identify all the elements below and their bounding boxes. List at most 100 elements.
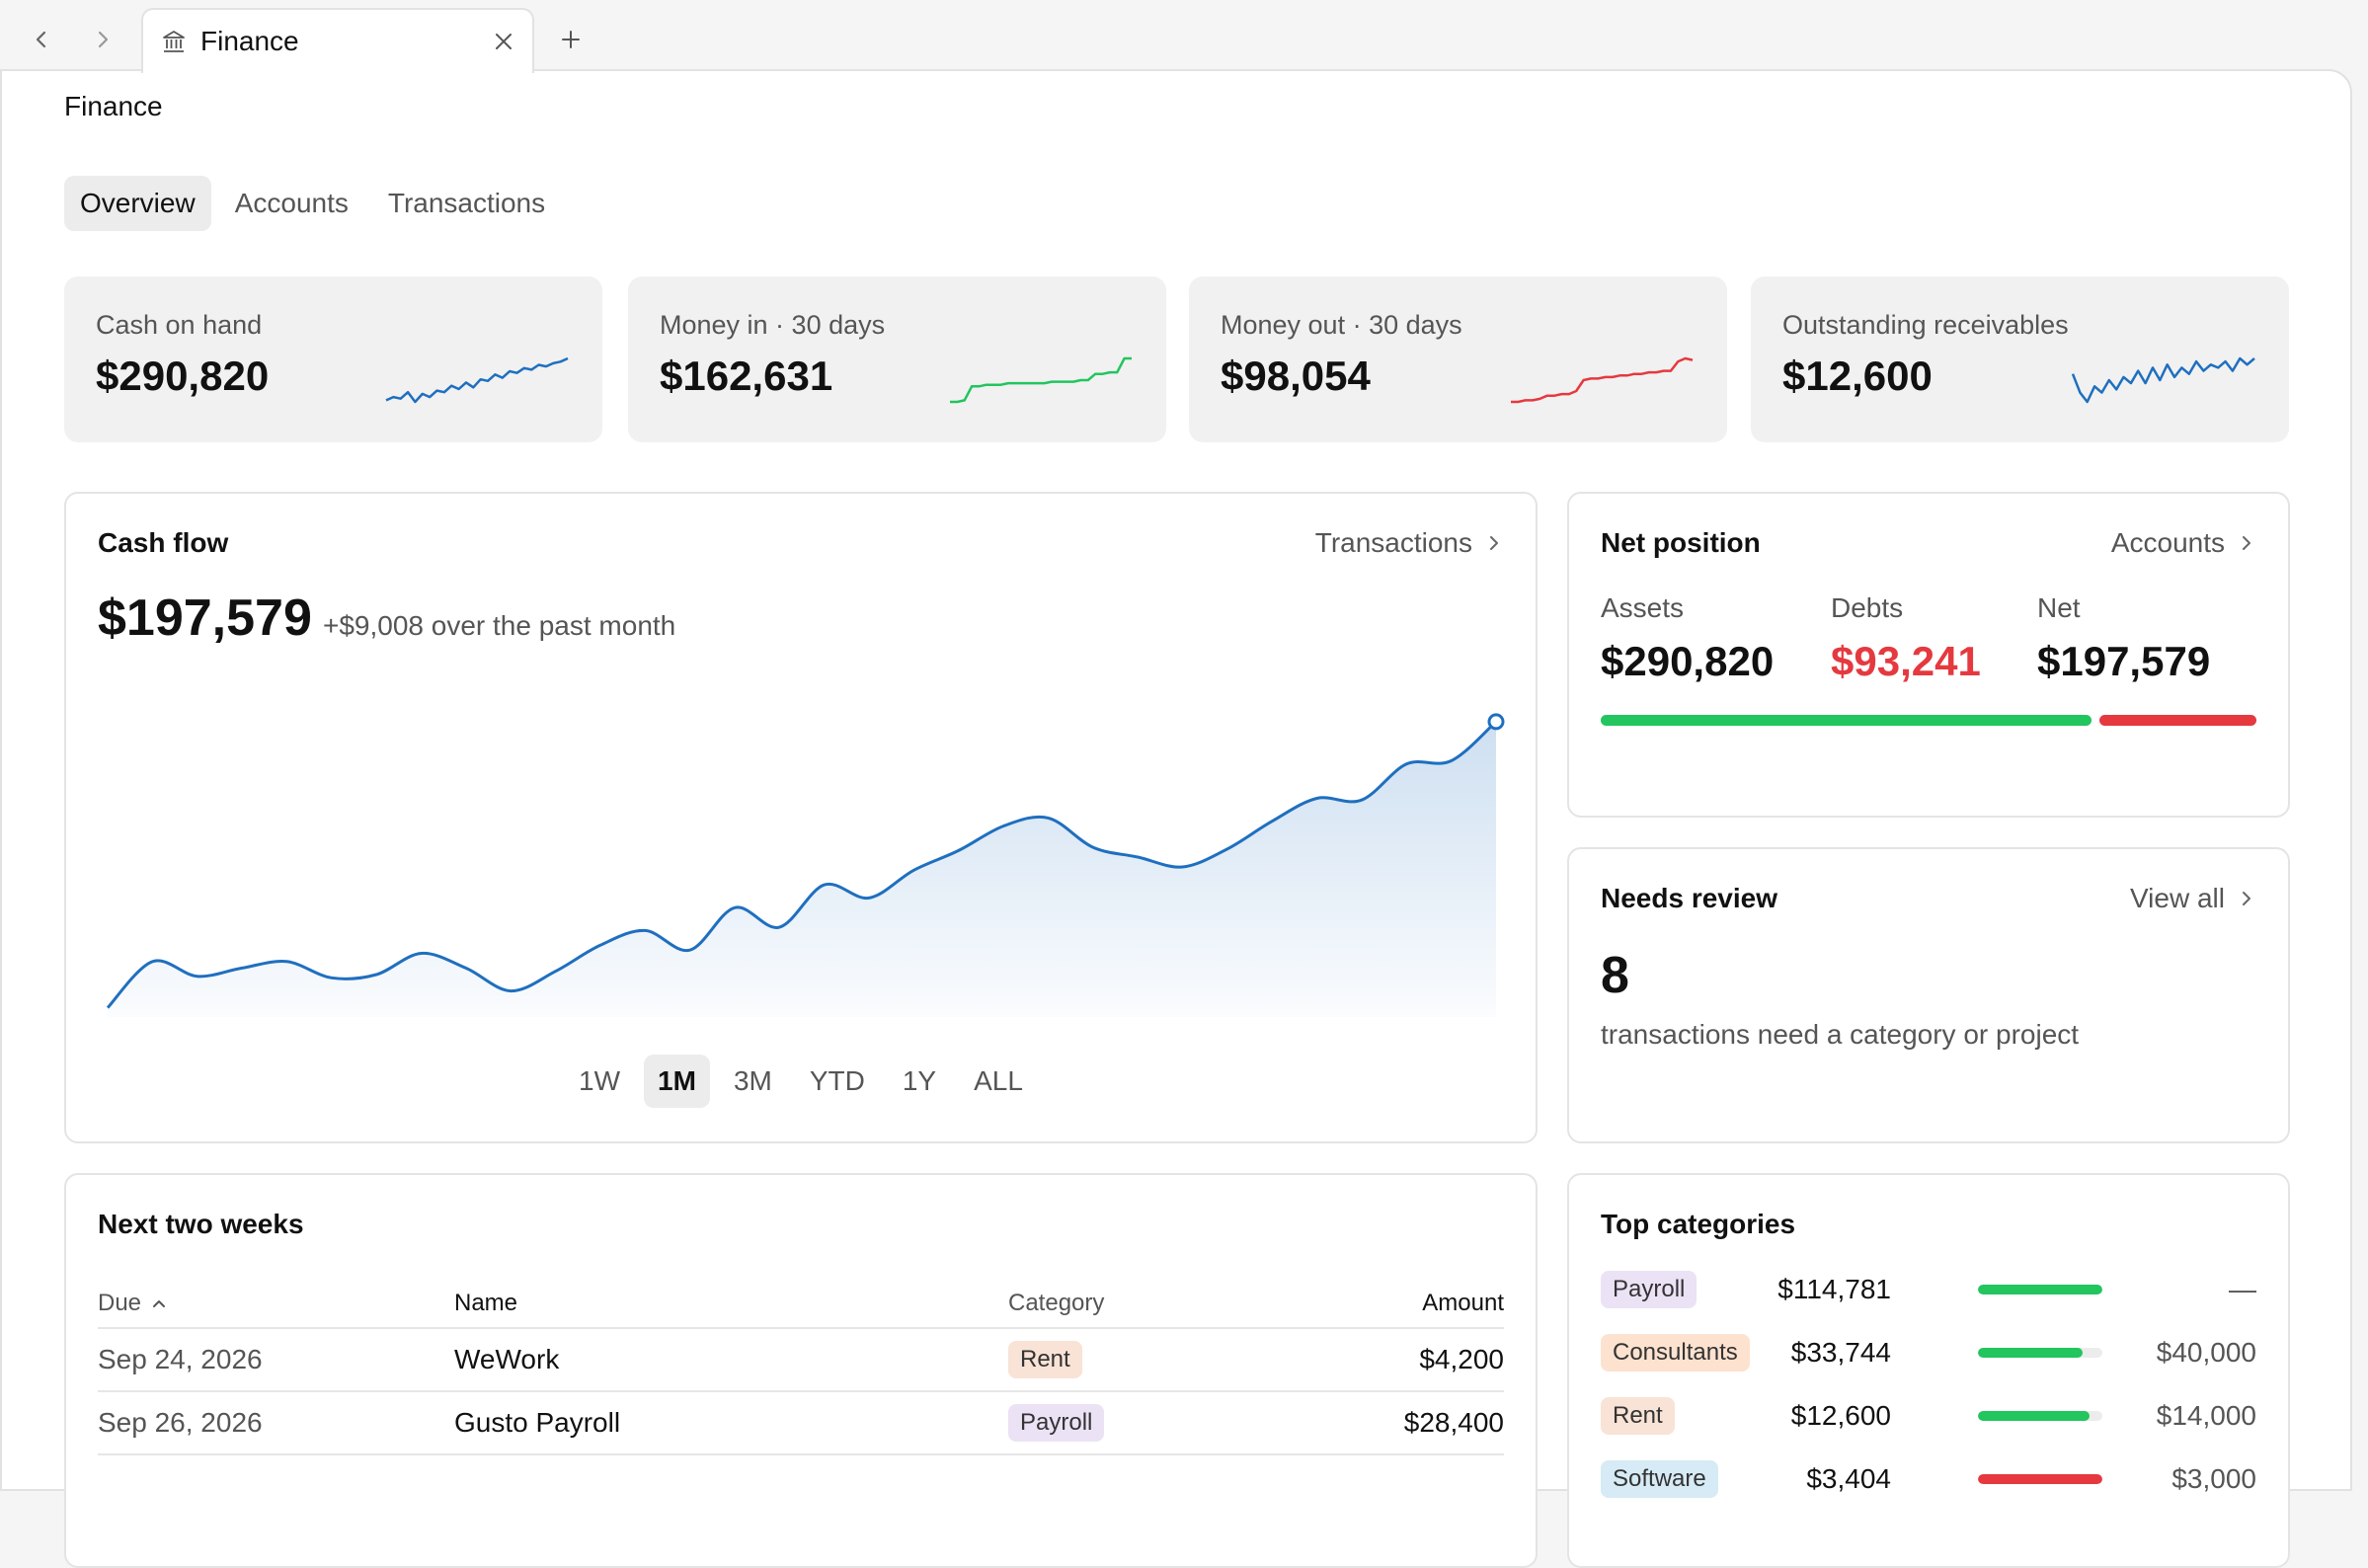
main-panel: Finance Overview Accounts Transactions C… — [0, 69, 2352, 1568]
category-budget: $3,000 — [2171, 1463, 2256, 1494]
tab-accounts[interactable]: Accounts — [234, 188, 349, 218]
top-categories-card: Top categories Payroll $114,781 — Consul… — [1567, 1173, 2290, 1568]
category-progress — [1978, 1285, 2102, 1294]
range-selector: 1W 1M 3M YTD 1Y ALL — [66, 1055, 1536, 1108]
row-due: Sep 24, 2026 — [98, 1344, 263, 1374]
kpi-card-money-in[interactable]: Money in · 30 days $162,631 — [628, 276, 1166, 442]
link-label: View all — [2130, 883, 2225, 913]
review-text: transactions need a category or project — [1601, 1019, 2080, 1050]
card-title: Needs review — [1601, 883, 1777, 913]
column-label: Due — [98, 1290, 142, 1316]
row-due: Sep 26, 2026 — [98, 1407, 263, 1438]
kpi-label: Outstanding receivables — [1782, 310, 2069, 340]
debts-bar — [2098, 715, 2256, 726]
card-title: Next two weeks — [98, 1209, 304, 1239]
kpi-card-cash-on-hand[interactable]: Cash on hand $290,820 — [64, 276, 602, 442]
bank-icon — [163, 31, 185, 52]
kpi-value: $98,054 — [1221, 353, 1371, 399]
column-amount[interactable]: Amount — [1422, 1290, 1504, 1316]
accounts-link[interactable]: Accounts — [2111, 527, 2254, 559]
column-due[interactable]: Due — [98, 1290, 454, 1317]
row-category: Payroll — [1008, 1404, 1255, 1442]
forward-button[interactable] — [83, 20, 122, 59]
card-title: Cash flow — [98, 527, 229, 558]
category-row[interactable]: Payroll $114,781 — — [1601, 1268, 2256, 1311]
chevron-left-icon — [36, 31, 46, 48]
back-button[interactable] — [22, 20, 61, 59]
category-pill: Rent — [1008, 1341, 1082, 1378]
category-pill: Software — [1601, 1460, 1718, 1498]
category-pill: Consultants — [1601, 1334, 1750, 1372]
category-budget: $40,000 — [2156, 1337, 2256, 1368]
range-3m[interactable]: 3M — [733, 1065, 772, 1096]
column-category[interactable]: Category — [1008, 1290, 1105, 1316]
tab-overview[interactable]: Overview — [64, 176, 211, 231]
cash-flow-last-point[interactable] — [1487, 713, 1505, 731]
sparkline-series — [385, 356, 569, 404]
sparkline — [950, 356, 1132, 404]
assets-summary: Assets $290,820 — [1601, 592, 1774, 685]
range-ytd[interactable]: YTD — [809, 1065, 865, 1096]
category-progress-fill — [1978, 1348, 2083, 1358]
chevron-right-icon — [2243, 892, 2250, 905]
browser-tab-finance[interactable]: Finance — [141, 8, 534, 73]
category-progress-fill — [1978, 1285, 2102, 1294]
net-position-card: Net position Accounts Assets $290,820 De… — [1567, 492, 2290, 818]
debts-value: $93,241 — [1831, 638, 1981, 684]
range-1y[interactable]: 1Y — [902, 1065, 937, 1096]
tab-transactions[interactable]: Transactions — [387, 188, 546, 218]
kpi-label: Cash on hand — [96, 310, 263, 340]
category-row[interactable]: Rent $12,600 $14,000 — [1601, 1394, 2256, 1438]
next-two-weeks-card: Next two weeks Due Name Category Amount … — [64, 1173, 1538, 1568]
view-all-link[interactable]: View all — [2130, 883, 2254, 914]
chevron-right-icon — [2243, 536, 2250, 550]
close-icon[interactable] — [493, 31, 514, 52]
category-row[interactable]: Consultants $33,744 $40,000 — [1601, 1331, 2256, 1374]
link-label: Accounts — [2110, 527, 2225, 558]
page-tabs: Overview Accounts Transactions — [64, 176, 561, 231]
category-row[interactable]: Software $3,404 $3,000 — [1601, 1457, 2256, 1501]
range-1m[interactable]: 1M — [644, 1055, 710, 1108]
link-label: Transactions — [1314, 527, 1472, 558]
kpi-value: $290,820 — [96, 353, 270, 399]
assets-bar — [1601, 715, 2092, 726]
kpi-card-outstanding-receivables[interactable]: Outstanding receivables $12,600 — [1751, 276, 2289, 442]
table-row[interactable]: Sep 26, 2026 Gusto Payroll Payroll $28,4… — [98, 1392, 1504, 1455]
assets-value: $290,820 — [1601, 638, 1775, 684]
sparkline-series — [950, 356, 1132, 404]
page-title: Finance — [64, 91, 163, 121]
upcoming-table: Due Name Category Amount Sep 24, 2026 We… — [98, 1280, 1504, 1455]
card-title: Top categories — [1601, 1209, 1796, 1239]
category-amount: $12,600 — [1790, 1400, 1891, 1431]
transactions-link[interactable]: Transactions — [1315, 527, 1502, 559]
plus-icon — [562, 31, 580, 48]
category-pill: Payroll — [1008, 1404, 1105, 1442]
category-amount: $33,744 — [1790, 1337, 1891, 1368]
kpi-label: Money in · 30 days — [660, 310, 886, 340]
sparkline-series — [1511, 356, 1694, 404]
sparkline — [385, 356, 569, 404]
row-amount: $4,200 — [1419, 1344, 1504, 1374]
category-progress — [1978, 1474, 2102, 1484]
cash-flow-value: $197,579 — [98, 589, 312, 647]
review-count: 8 — [1601, 947, 1629, 1004]
category-amount: $3,404 — [1806, 1463, 1891, 1494]
range-all[interactable]: ALL — [974, 1065, 1023, 1096]
cash-flow-delta: +$9,008 over the past month — [323, 610, 676, 641]
card-title: Net position — [1601, 527, 1761, 558]
browser-tab-bar: Finance — [0, 0, 2368, 73]
row-category: Rent — [1008, 1341, 1255, 1378]
table-row[interactable]: Sep 24, 2026 WeWork Rent $4,200 — [98, 1329, 1504, 1392]
cash-flow-area — [108, 721, 1496, 1017]
category-budget: $14,000 — [2156, 1400, 2256, 1431]
net-label: Net — [2037, 592, 2081, 623]
column-name[interactable]: Name — [454, 1290, 518, 1316]
kpi-label: Money out · 30 days — [1221, 310, 1462, 340]
row-name: WeWork — [454, 1344, 560, 1374]
new-tab-button[interactable] — [551, 20, 591, 59]
range-1w[interactable]: 1W — [579, 1065, 621, 1096]
cash-flow-line — [106, 720, 1498, 1009]
cash-flow-chart — [106, 713, 1505, 1017]
kpi-card-money-out[interactable]: Money out · 30 days $98,054 — [1189, 276, 1727, 442]
row-name: Gusto Payroll — [454, 1407, 621, 1438]
